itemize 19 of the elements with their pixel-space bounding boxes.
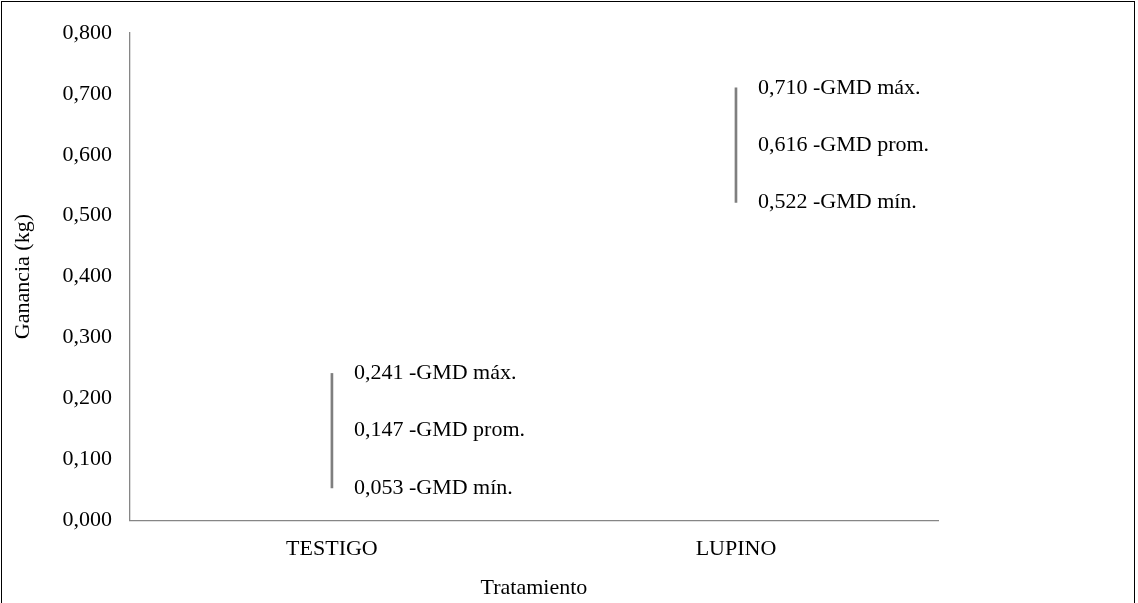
y-tick-label: 0,200 bbox=[62, 384, 112, 410]
y-tick-label: 0,600 bbox=[62, 140, 112, 166]
annotation: 0,616 -GMD prom. bbox=[757, 130, 930, 156]
x-axis-title: Tratamiento bbox=[480, 573, 588, 599]
annotation: 0,241 -GMD máx. bbox=[353, 359, 517, 385]
annotation: 0,710 -GMD máx. bbox=[757, 73, 921, 99]
y-tick-label: 0,000 bbox=[62, 505, 112, 531]
y-axis-title: Ganancia (kg) bbox=[8, 213, 34, 340]
y-tick-label: 0,400 bbox=[62, 262, 112, 288]
x-tick-label: TESTIGO bbox=[286, 535, 378, 561]
y-tick-label: 0,500 bbox=[62, 201, 112, 227]
x-tick-label: LUPINO bbox=[695, 535, 777, 561]
y-tick-label: 0,300 bbox=[62, 323, 112, 349]
y-tick-label: 0,100 bbox=[62, 445, 112, 471]
annotation: 0,147 -GMD prom. bbox=[353, 416, 526, 442]
annotation: 0,053 -GMD mín. bbox=[353, 473, 513, 499]
annotation: 0,522 -GMD mín. bbox=[757, 188, 917, 214]
y-tick-label: 0,700 bbox=[62, 79, 112, 105]
y-tick-label: 0,800 bbox=[62, 18, 112, 44]
